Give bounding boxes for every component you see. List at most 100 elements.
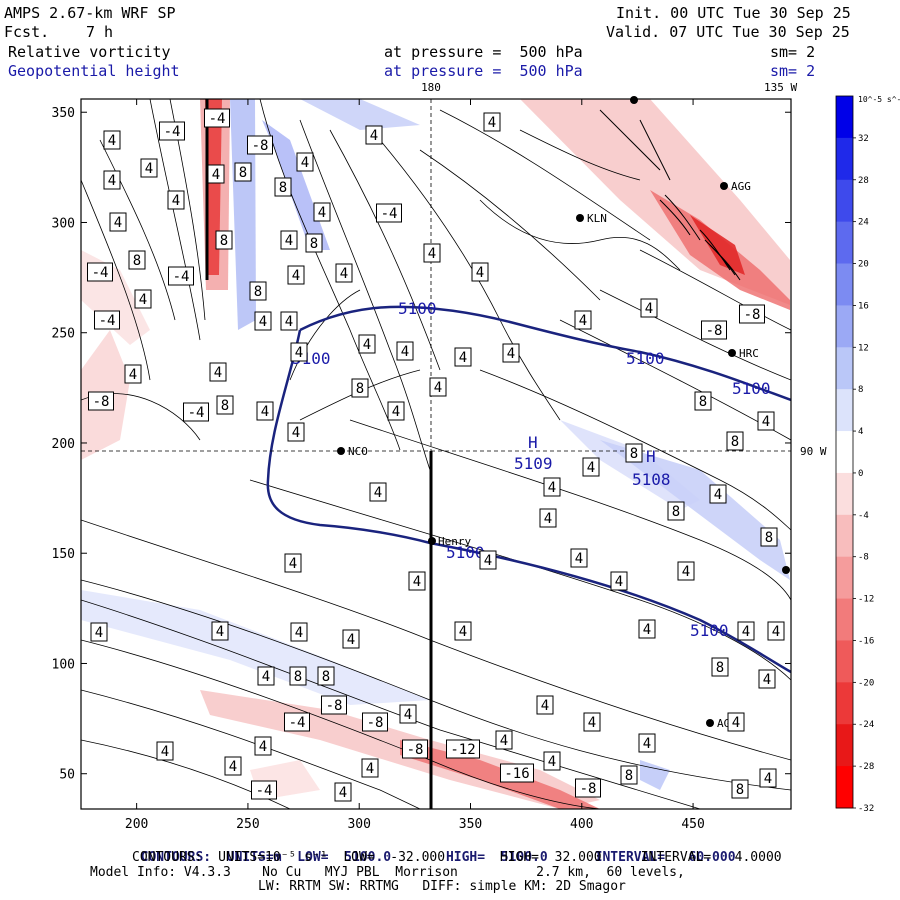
svg-text:4: 4 bbox=[500, 733, 508, 749]
station-label-agg: AGG bbox=[731, 180, 751, 193]
contour-label-76: 4 bbox=[257, 666, 275, 686]
colorbar-label-9: -4 bbox=[858, 511, 869, 521]
station-label-kln: KLN bbox=[587, 212, 607, 225]
station-marker-ag2 bbox=[706, 719, 714, 727]
svg-text:4: 4 bbox=[682, 564, 690, 580]
contour-label-26: -4 bbox=[168, 266, 194, 286]
contour-label-90: 4 bbox=[334, 782, 352, 802]
forecast-hour: 7 h bbox=[86, 23, 114, 41]
contour-label-59: 8 bbox=[667, 501, 685, 521]
y-tick-label-5: 300 bbox=[52, 216, 75, 231]
svg-text:4: 4 bbox=[292, 268, 300, 284]
svg-text:-4: -4 bbox=[256, 783, 273, 799]
x-axis: 200 250 300 350 400 450 bbox=[125, 99, 705, 832]
svg-text:-8: -8 bbox=[367, 715, 384, 731]
colorbar-segment-14 bbox=[836, 682, 853, 725]
field1-smoothing: sm= 2 bbox=[770, 43, 816, 61]
contour-label-56: 4 bbox=[369, 482, 387, 502]
field2-smoothing: sm= 2 bbox=[770, 62, 816, 80]
svg-text:4: 4 bbox=[404, 707, 412, 723]
svg-text:4: 4 bbox=[301, 155, 309, 171]
contour-label-13: 8 bbox=[274, 177, 292, 197]
model-title: AMPS 2.67-km WRF SP bbox=[4, 4, 176, 22]
contour-label-88: 4 bbox=[254, 736, 272, 756]
colorbar-segment-10 bbox=[836, 514, 853, 558]
high-marker-2: H bbox=[646, 447, 656, 466]
svg-text:-16: -16 bbox=[504, 766, 529, 782]
station-marker-kln bbox=[576, 214, 584, 222]
contour-label-17: 4 bbox=[471, 262, 489, 282]
svg-text:-4: -4 bbox=[99, 313, 116, 329]
contour-label-63: 4 bbox=[479, 550, 497, 570]
contour-label-16: 4 bbox=[423, 243, 441, 263]
colorbar-segment-11 bbox=[836, 556, 853, 600]
contour-label-52: 8 bbox=[726, 431, 744, 451]
svg-text:4: 4 bbox=[340, 266, 348, 282]
svg-text:4: 4 bbox=[548, 754, 556, 770]
lon-label-135w: 135 W bbox=[764, 81, 797, 94]
height-label-5: 5100 bbox=[446, 543, 485, 562]
high-value-1: 5109 bbox=[514, 454, 553, 473]
contour-label-50: 8 bbox=[694, 391, 712, 411]
contour-label-2: -8 bbox=[247, 135, 273, 155]
svg-text:4: 4 bbox=[548, 480, 556, 496]
contour-label-35: 4 bbox=[358, 334, 376, 354]
contour-label-61: 4 bbox=[284, 553, 302, 573]
svg-text:4: 4 bbox=[108, 133, 116, 149]
colorbar-label-3: 20 bbox=[858, 260, 869, 270]
contour-label-74: 4 bbox=[737, 621, 755, 641]
svg-text:4: 4 bbox=[763, 672, 771, 688]
field2-level: at pressure = 500 hPa bbox=[384, 62, 583, 80]
valid-time: Valid. 07 UTC Tue 30 Sep 25 bbox=[606, 23, 850, 41]
svg-text:-4: -4 bbox=[188, 405, 205, 421]
contour-label-64: 4 bbox=[570, 548, 588, 568]
y-tick-label-0: 50 bbox=[59, 768, 75, 783]
svg-text:4: 4 bbox=[295, 345, 303, 361]
svg-text:4: 4 bbox=[262, 669, 270, 685]
colorbar-label-2: 24 bbox=[858, 218, 869, 228]
contour-label-79: 8 bbox=[711, 657, 729, 677]
svg-text:4: 4 bbox=[587, 460, 595, 476]
contour-label-49: 4 bbox=[429, 377, 447, 397]
svg-text:4: 4 bbox=[114, 215, 122, 231]
contour-label-0: -4 bbox=[159, 121, 185, 141]
contour-label-36: 4 bbox=[396, 341, 414, 361]
high-value-2: 5108 bbox=[632, 470, 671, 489]
field1-level: at pressure = 500 hPa bbox=[384, 43, 583, 61]
contour-label-23: -4 bbox=[87, 262, 113, 282]
svg-text:-4: -4 bbox=[289, 715, 306, 731]
svg-text:4: 4 bbox=[615, 574, 623, 590]
x-tick-label-4: 400 bbox=[570, 817, 593, 832]
colorbar-segment-15 bbox=[836, 724, 853, 767]
contour-label-87: 4 bbox=[156, 741, 174, 761]
contour-label-51: 4 bbox=[757, 411, 775, 431]
footer-vorticity-contours: CONTOURS: UNITS=10⁻⁵ s⁻¹ LOW= -32.000 HI… bbox=[132, 850, 782, 865]
y-tick-label-1: 100 bbox=[52, 657, 75, 672]
y-tick-label-6: 350 bbox=[52, 106, 75, 121]
svg-text:4: 4 bbox=[541, 698, 549, 714]
contour-label-29: 4 bbox=[254, 311, 272, 331]
contour-label-97: 4 bbox=[727, 712, 745, 732]
contour-label-70: 4 bbox=[290, 622, 308, 642]
svg-text:8: 8 bbox=[279, 180, 287, 196]
contour-label-25: 4 bbox=[134, 289, 152, 309]
svg-text:4: 4 bbox=[413, 574, 421, 590]
colorbar-segment-12 bbox=[836, 598, 853, 641]
colorbar-label-12: -16 bbox=[858, 636, 874, 646]
svg-text:4: 4 bbox=[289, 556, 297, 572]
init-time: Init. 00 UTC Tue 30 Sep 25 bbox=[616, 4, 851, 22]
svg-text:4: 4 bbox=[318, 205, 326, 221]
svg-text:-8: -8 bbox=[706, 323, 723, 339]
contour-label-92: -8 bbox=[402, 739, 428, 759]
svg-text:8: 8 bbox=[322, 669, 330, 685]
contour-label-81: -8 bbox=[321, 695, 347, 715]
colorbar-label-10: -8 bbox=[858, 553, 869, 563]
contour-label-102: 8 bbox=[731, 779, 749, 799]
colorbar-segment-8 bbox=[836, 431, 853, 474]
lon-label-90w: 90 W bbox=[800, 445, 827, 458]
contour-label-71: 4 bbox=[342, 629, 360, 649]
contour-label-3: 4 bbox=[296, 152, 314, 172]
svg-text:8: 8 bbox=[765, 530, 773, 546]
forecast-label: Fcst. bbox=[4, 23, 50, 41]
contour-label-44: -4 bbox=[183, 402, 209, 422]
